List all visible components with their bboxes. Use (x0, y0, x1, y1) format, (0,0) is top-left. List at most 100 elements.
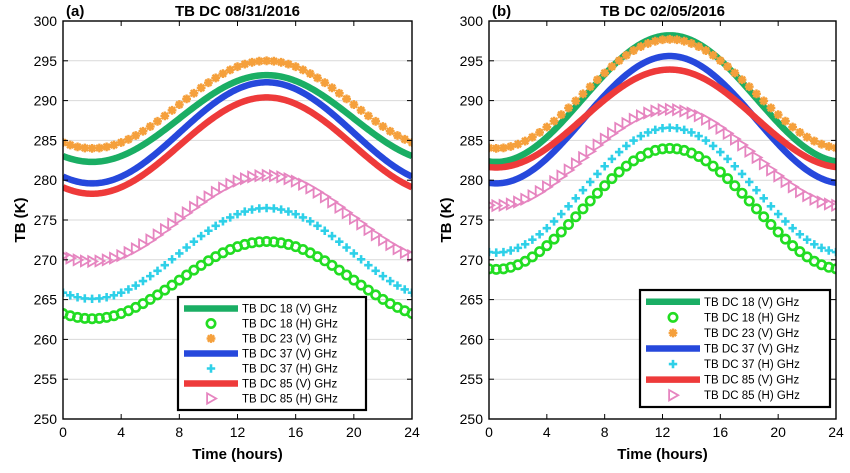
legend-item: TB DC 18 (V) GHz (184, 304, 337, 316)
data-point (196, 195, 209, 209)
data-point (233, 209, 242, 219)
data-point (73, 293, 82, 302)
data-point (341, 269, 353, 281)
data-point (549, 217, 559, 226)
legend-item: TB DC 18 (H) GHz (667, 311, 800, 324)
y-tick-label: 255 (460, 371, 484, 387)
data-point (795, 230, 805, 239)
data-point (578, 185, 588, 195)
data-point (526, 251, 538, 263)
data-point (795, 184, 807, 199)
data-point (650, 36, 660, 46)
series-line-tb-dc-37-v-ghz (489, 52, 836, 187)
data-point (218, 69, 228, 79)
data-point (520, 240, 530, 249)
data-point (399, 245, 412, 260)
data-point (787, 180, 800, 194)
data-point (729, 180, 741, 192)
data-point (780, 174, 793, 189)
y-tick-label: 285 (34, 132, 58, 148)
data-point (585, 144, 598, 158)
legend-item: TB DC 37 (V) GHz (184, 349, 337, 361)
legend-item: TB DC 37 (H) GHz (206, 364, 338, 376)
data-point (349, 211, 361, 226)
y-tick-label: 265 (460, 292, 484, 308)
data-point (744, 82, 754, 92)
data-point (535, 230, 544, 239)
data-point (571, 96, 581, 106)
data-point (809, 136, 819, 146)
data-point (342, 94, 351, 104)
data-point (182, 94, 192, 104)
data-point (102, 293, 111, 302)
data-point (160, 111, 170, 121)
data-point (269, 56, 279, 66)
data-point (823, 197, 836, 211)
legend-item: TB DC 85 (V) GHz (646, 375, 799, 387)
data-point (831, 198, 836, 213)
data-point (499, 247, 508, 257)
x-tick-label: 16 (288, 424, 304, 440)
data-point (204, 78, 213, 88)
data-point (80, 294, 90, 303)
data-point (167, 255, 177, 264)
series-markers-tb-dc-23-v-ghz (63, 56, 412, 153)
data-point (189, 88, 199, 98)
legend-item: TB DC 85 (V) GHz (184, 379, 337, 391)
data-point (534, 246, 546, 258)
data-point (73, 142, 82, 152)
data-point (305, 181, 318, 195)
data-point (722, 173, 734, 185)
data-point (758, 157, 771, 171)
data-point (714, 166, 726, 178)
data-point (393, 131, 402, 140)
data-point (247, 205, 257, 214)
data-point (326, 259, 338, 271)
data-point (342, 243, 351, 252)
data-point (636, 42, 646, 52)
data-point (407, 288, 412, 297)
data-point (701, 136, 711, 145)
legend-label: TB DC 18 (H) GHz (704, 312, 800, 324)
data-point (563, 163, 576, 177)
legend-label: TB DC 37 (H) GHz (242, 364, 338, 376)
data-point (276, 57, 286, 67)
data-point (327, 231, 337, 241)
data-point (636, 131, 646, 141)
data-point (643, 128, 653, 137)
data-point (233, 62, 242, 72)
data-point (327, 195, 340, 209)
data-point (506, 142, 516, 151)
data-point (66, 291, 75, 300)
data-point (313, 221, 322, 231)
data-point (291, 62, 301, 72)
data-point (607, 126, 619, 141)
data-point (334, 88, 344, 98)
data-point (189, 237, 199, 246)
data-point (167, 217, 180, 231)
data-point (138, 126, 148, 136)
data-point (802, 235, 812, 244)
data-point (708, 116, 721, 131)
data-point (392, 242, 405, 256)
series-line-tb-dc-85-v-ghz (63, 94, 412, 197)
data-point (101, 253, 114, 267)
data-point (773, 110, 783, 120)
data-point (167, 105, 177, 115)
data-point (492, 248, 501, 257)
data-point (313, 73, 322, 83)
data-point (203, 190, 216, 204)
data-point (781, 217, 790, 226)
x-tick-label: 12 (655, 424, 671, 440)
data-point (614, 121, 627, 135)
data-point (570, 157, 583, 171)
data-point (159, 284, 171, 296)
data-point (181, 269, 193, 281)
data-point (607, 62, 617, 71)
data-point (772, 226, 784, 238)
data-point (226, 213, 235, 222)
data-point (298, 213, 308, 222)
chart-panel-2: 250 255 260 265 270 275 280 285 290 295 300 0 4 8 12 16… (438, 3, 844, 463)
data-point (334, 200, 347, 215)
